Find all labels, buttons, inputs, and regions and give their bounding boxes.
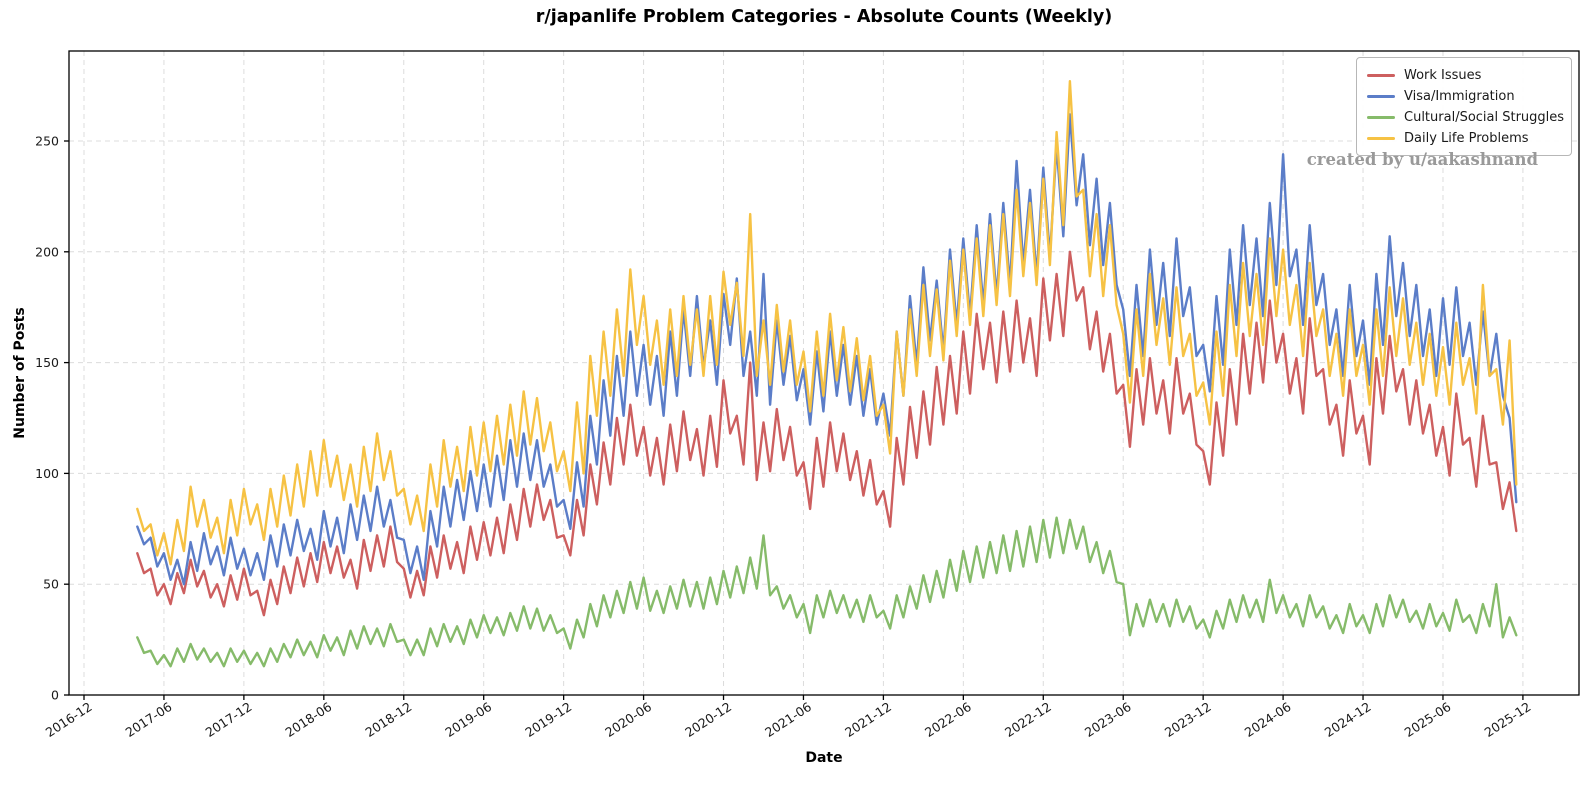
legend-item-cultural-social-struggles: Cultural/Social Struggles — [1367, 107, 1565, 128]
x-tick-label: 2025-06 — [1402, 699, 1454, 740]
y-tick-label: 200 — [35, 244, 59, 259]
x-tick-label: 2017-06 — [123, 699, 175, 740]
legend-item-visa-immigration: Visa/Immigration — [1367, 86, 1561, 107]
series-line-daily-life-problems — [136, 79, 1518, 566]
x-tick-label: 2024-06 — [1242, 699, 1294, 740]
plot-border — [68, 50, 1580, 696]
legend-label-cultural-social-struggles: Cultural/Social Struggles — [1404, 110, 1565, 125]
legend-item-work-issues: Work Issues — [1367, 65, 1561, 86]
watermark-credit: created by u/aakashnand — [1306, 150, 1538, 169]
y-axis-label: Number of Posts — [12, 307, 28, 439]
legend-label-visa-immigration: Visa/Immigration — [1404, 89, 1515, 104]
legend-label-work-issues: Work Issues — [1404, 68, 1482, 83]
legend-swatch-daily-life-problems — [1367, 137, 1395, 140]
x-tick-label: 2020-06 — [602, 699, 654, 740]
legend-label-daily-life-problems: Daily Life Problems — [1404, 131, 1529, 146]
x-tick-label: 2020-12 — [682, 699, 734, 740]
series-line-cultural-social-struggles — [136, 516, 1518, 668]
x-tick-label: 2021-06 — [762, 699, 814, 740]
y-tick-label: 0 — [51, 688, 59, 703]
y-tick-label: 150 — [35, 355, 59, 370]
y-tick-label: 50 — [43, 577, 59, 592]
x-tick-label: 2018-12 — [362, 699, 414, 740]
series-line-visa-immigration — [136, 113, 1518, 586]
x-axis-label: Date — [805, 750, 843, 766]
legend-item-daily-life-problems: Daily Life Problems — [1367, 128, 1561, 149]
x-tick-label: 2023-06 — [1082, 699, 1134, 740]
x-tick-label: 2019-12 — [522, 699, 574, 740]
legend-swatch-work-issues — [1367, 74, 1395, 77]
x-tick-label: 2019-06 — [442, 699, 494, 740]
y-tick-label: 100 — [35, 466, 59, 481]
x-tick-label: 2022-06 — [922, 699, 974, 740]
x-tick-label: 2025-12 — [1482, 699, 1534, 740]
legend: Work Issues Visa/Immigration Cultural/So… — [1356, 57, 1572, 156]
series-line-work-issues — [136, 250, 1518, 617]
x-tick-label: 2023-12 — [1162, 699, 1214, 740]
y-tick-label: 250 — [35, 134, 59, 149]
x-tick-label: 2024-12 — [1322, 699, 1374, 740]
x-tick-label: 2021-12 — [842, 699, 894, 740]
x-tick-label: 2017-12 — [203, 699, 255, 740]
x-tick-label: 2022-12 — [1002, 699, 1054, 740]
chart-title: r/japanlife Problem Categories - Absolut… — [535, 7, 1113, 27]
x-tick-label: 2016-12 — [43, 699, 95, 740]
x-tick-label: 2018-06 — [282, 699, 334, 740]
legend-swatch-visa-immigration — [1367, 95, 1395, 98]
legend-swatch-cultural-social-struggles — [1367, 116, 1395, 119]
